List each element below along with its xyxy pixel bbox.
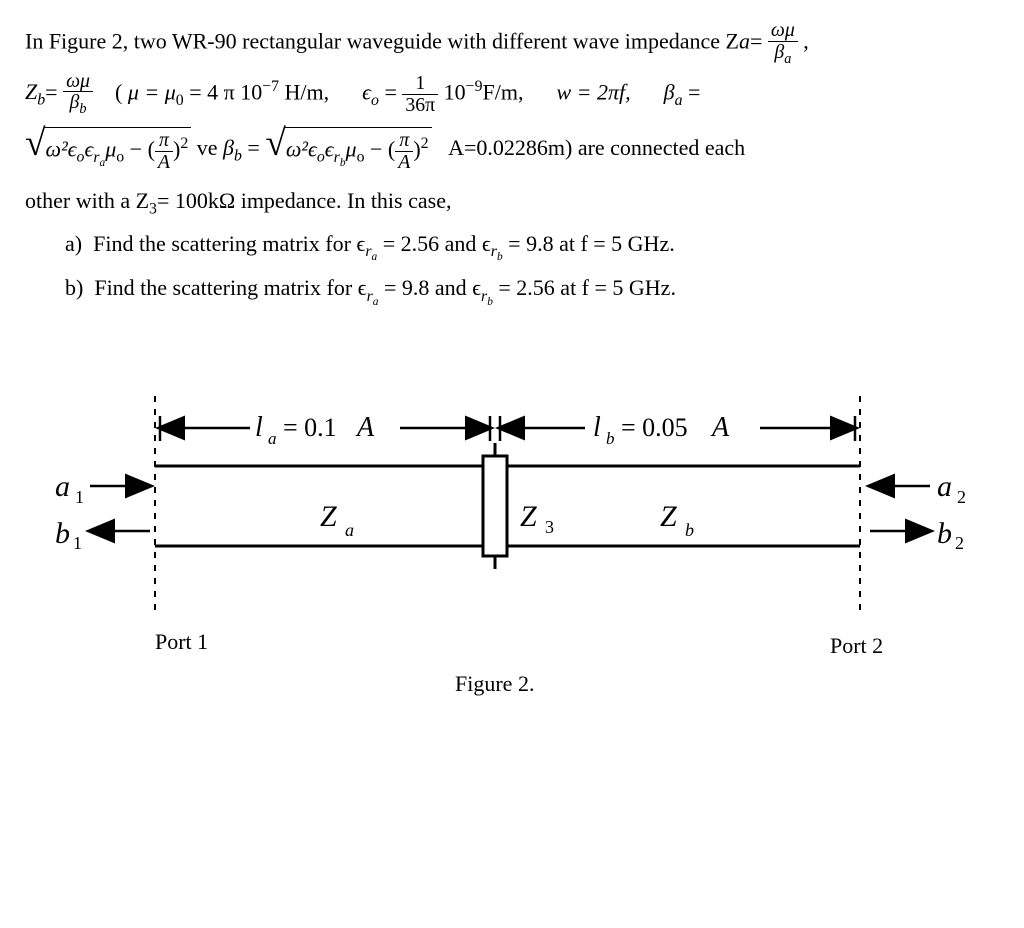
figure-svg: l a = 0.1 A l b = 0.05 A a1 b1 a2 b2 Za … bbox=[25, 381, 985, 701]
equation-line-1: Zb= ωμβb ( μ = μ0 = 4 π 10−7 H/m, ϵo = 1… bbox=[25, 71, 999, 118]
intro-line-1: In Figure 2, two WR-90 rectangular waveg… bbox=[25, 28, 739, 53]
equation-line-2: √ ω²ϵoϵraμo − (πA)2 ve βb = √ ω²ϵoϵrbμo … bbox=[25, 127, 999, 173]
svg-text:A: A bbox=[355, 412, 375, 443]
svg-text:a: a bbox=[268, 429, 277, 448]
port-2-label: Port 2 bbox=[830, 633, 883, 658]
line-3: other with a Z3= 100kΩ impedance. In thi… bbox=[25, 183, 999, 222]
svg-text:b: b bbox=[685, 520, 694, 540]
svg-text:2: 2 bbox=[955, 533, 964, 553]
item-a: a) Find the scattering matrix for ϵra = … bbox=[65, 226, 999, 267]
figure-2: l a = 0.1 A l b = 0.05 A a1 b1 a2 b2 Za … bbox=[25, 381, 999, 741]
svg-text:Z: Z bbox=[320, 500, 337, 533]
svg-text:b: b bbox=[606, 429, 615, 448]
svg-text:l: l bbox=[593, 412, 601, 443]
port-1-label: Port 1 bbox=[155, 629, 208, 654]
svg-text:Z: Z bbox=[520, 500, 537, 533]
svg-text:a: a bbox=[937, 470, 952, 503]
item-b: b) Find the scattering matrix for ϵra = … bbox=[65, 270, 999, 311]
svg-text:l: l bbox=[255, 412, 263, 443]
svg-text:3: 3 bbox=[545, 517, 554, 537]
svg-text:1: 1 bbox=[73, 533, 82, 553]
svg-text:Z: Z bbox=[660, 500, 677, 533]
svg-text:a: a bbox=[345, 520, 354, 540]
svg-text:= 0.05: = 0.05 bbox=[621, 413, 688, 442]
svg-text:b: b bbox=[55, 517, 70, 550]
svg-text:= 0.1: = 0.1 bbox=[283, 413, 337, 442]
svg-text:2: 2 bbox=[957, 487, 966, 507]
svg-text:1: 1 bbox=[75, 487, 84, 507]
svg-text:b: b bbox=[937, 517, 952, 550]
svg-text:a: a bbox=[55, 470, 70, 503]
problem-text: In Figure 2, two WR-90 rectangular waveg… bbox=[25, 20, 999, 67]
figure-caption: Figure 2. bbox=[455, 671, 534, 696]
svg-text:A: A bbox=[710, 412, 730, 443]
